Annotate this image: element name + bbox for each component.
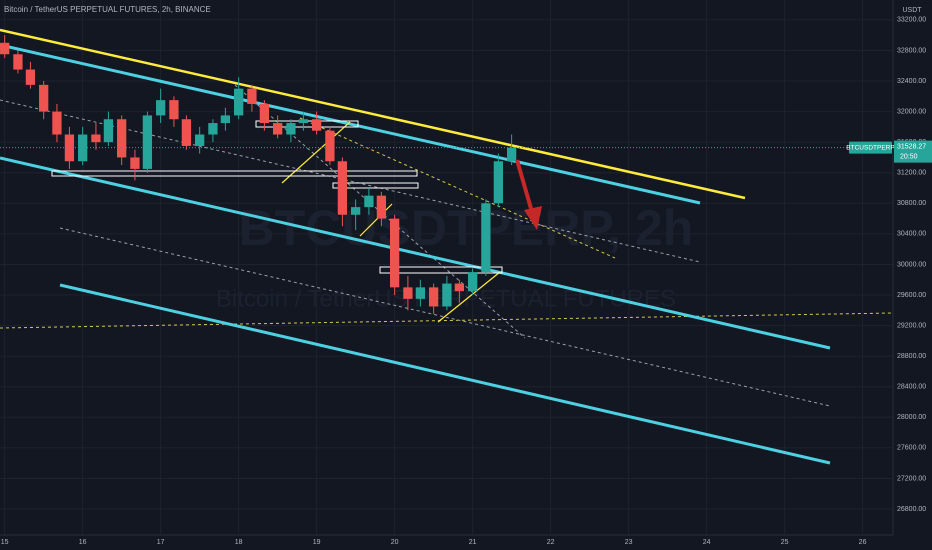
candle-body xyxy=(467,272,478,292)
candle-body xyxy=(442,283,452,307)
y-tick-label: 27200.00 xyxy=(897,475,926,482)
x-tick-label: 16 xyxy=(79,539,87,546)
x-tick-label: 23 xyxy=(625,539,633,546)
channel-line xyxy=(59,283,831,465)
candle-body xyxy=(247,88,257,104)
y-tick-label: 28800.00 xyxy=(897,353,926,360)
candle-body xyxy=(493,161,504,204)
y-tick-label: 28000.00 xyxy=(897,414,926,421)
watermark: BTCUSDTPERP, 2h xyxy=(239,200,694,256)
symbol-tag-box xyxy=(849,141,892,154)
candle-body xyxy=(376,195,387,219)
symbol-tag: BTCUSDTPERP xyxy=(846,144,894,151)
candle-body xyxy=(506,147,517,162)
y-tick-label: 33200.00 xyxy=(897,17,926,24)
pattern-line xyxy=(359,203,393,237)
candle-body xyxy=(428,287,439,307)
trendline xyxy=(0,28,746,200)
y-tick-label: 32400.00 xyxy=(897,78,926,85)
candle-body xyxy=(208,123,218,135)
candle-body xyxy=(103,119,114,143)
pattern-line xyxy=(437,271,501,323)
y-tick-label: 30800.00 xyxy=(897,200,926,207)
arrow-head xyxy=(524,206,542,230)
candle-body xyxy=(415,287,426,299)
y-tick-label: 29600.00 xyxy=(897,292,926,299)
zone-box xyxy=(332,182,419,189)
candle-body xyxy=(91,134,101,143)
candle-body xyxy=(13,54,23,70)
x-tick-label: 19 xyxy=(313,539,321,546)
candle-body xyxy=(337,161,348,215)
y-tick-label: 27600.00 xyxy=(897,445,926,452)
candle-body xyxy=(350,207,361,215)
candle-body xyxy=(389,218,400,288)
x-tick-label: 25 xyxy=(781,539,789,546)
y-tick-label: 32000.00 xyxy=(897,108,926,115)
y-tick-label: 26800.00 xyxy=(897,506,926,513)
y-tick-label: 29200.00 xyxy=(897,322,926,329)
x-tick-label: 21 xyxy=(469,539,477,546)
countdown: 20:50 xyxy=(900,153,918,160)
candle-body xyxy=(0,42,10,55)
dotted-level xyxy=(0,312,894,329)
candle-body xyxy=(117,119,127,158)
candle-body xyxy=(195,134,205,146)
x-tick-label: 20 xyxy=(391,539,399,546)
x-tick-label: 22 xyxy=(547,539,555,546)
candle-body xyxy=(312,119,322,131)
channel-line xyxy=(0,156,831,350)
price-tag-box xyxy=(894,140,932,163)
candle-body xyxy=(39,84,49,112)
axes: 26800.00 27200.00 27600.00 28000.00 28400.00… xyxy=(1,17,932,546)
candle-body xyxy=(273,123,283,135)
x-tick-label: 18 xyxy=(235,539,243,546)
y-axis-label: USDT xyxy=(902,7,922,14)
candle-body xyxy=(286,123,296,135)
candle-body xyxy=(142,115,153,169)
zone-box xyxy=(51,170,418,177)
y-tick-label: 31200.00 xyxy=(897,170,926,177)
price-axis xyxy=(893,0,932,550)
candle-body xyxy=(78,134,88,162)
y-tick-label: 30000.00 xyxy=(897,261,926,268)
channel-line xyxy=(0,43,701,205)
x-tick-label: 26 xyxy=(859,539,867,546)
x-tick-label: 15 xyxy=(1,539,9,546)
time-axis xyxy=(0,535,932,550)
candle-body xyxy=(234,88,244,116)
candle-body xyxy=(169,100,179,120)
pattern-line xyxy=(281,121,351,184)
candle-body xyxy=(130,157,140,169)
zone-box xyxy=(379,266,503,274)
candle-body xyxy=(156,100,166,116)
x-tick-label: 17 xyxy=(157,539,165,546)
candle-body xyxy=(220,115,231,124)
candle-body xyxy=(25,69,36,85)
candle-body xyxy=(364,195,374,208)
y-tick-label: 30400.00 xyxy=(897,231,926,238)
candle-body xyxy=(298,119,309,124)
arrow-shaft xyxy=(515,159,534,213)
y-tick-label: 32800.00 xyxy=(897,47,926,54)
candle-body xyxy=(181,119,192,146)
arrow xyxy=(515,159,542,230)
candles xyxy=(0,35,893,315)
x-tick-label: 24 xyxy=(703,539,711,546)
price-tag: 31528.27 xyxy=(897,143,926,150)
grid xyxy=(0,0,893,535)
candle-body xyxy=(259,103,270,124)
candle-body xyxy=(403,287,413,299)
candle-body xyxy=(454,283,465,292)
candle-body xyxy=(325,130,335,162)
chart-title: Bitcoin / TetherUS PERPETUAL FUTURES, 2h… xyxy=(4,5,211,14)
drawings xyxy=(0,28,894,465)
candle-body xyxy=(481,203,491,273)
candle-body xyxy=(52,111,62,135)
y-tick-label: 28400.00 xyxy=(897,384,926,391)
